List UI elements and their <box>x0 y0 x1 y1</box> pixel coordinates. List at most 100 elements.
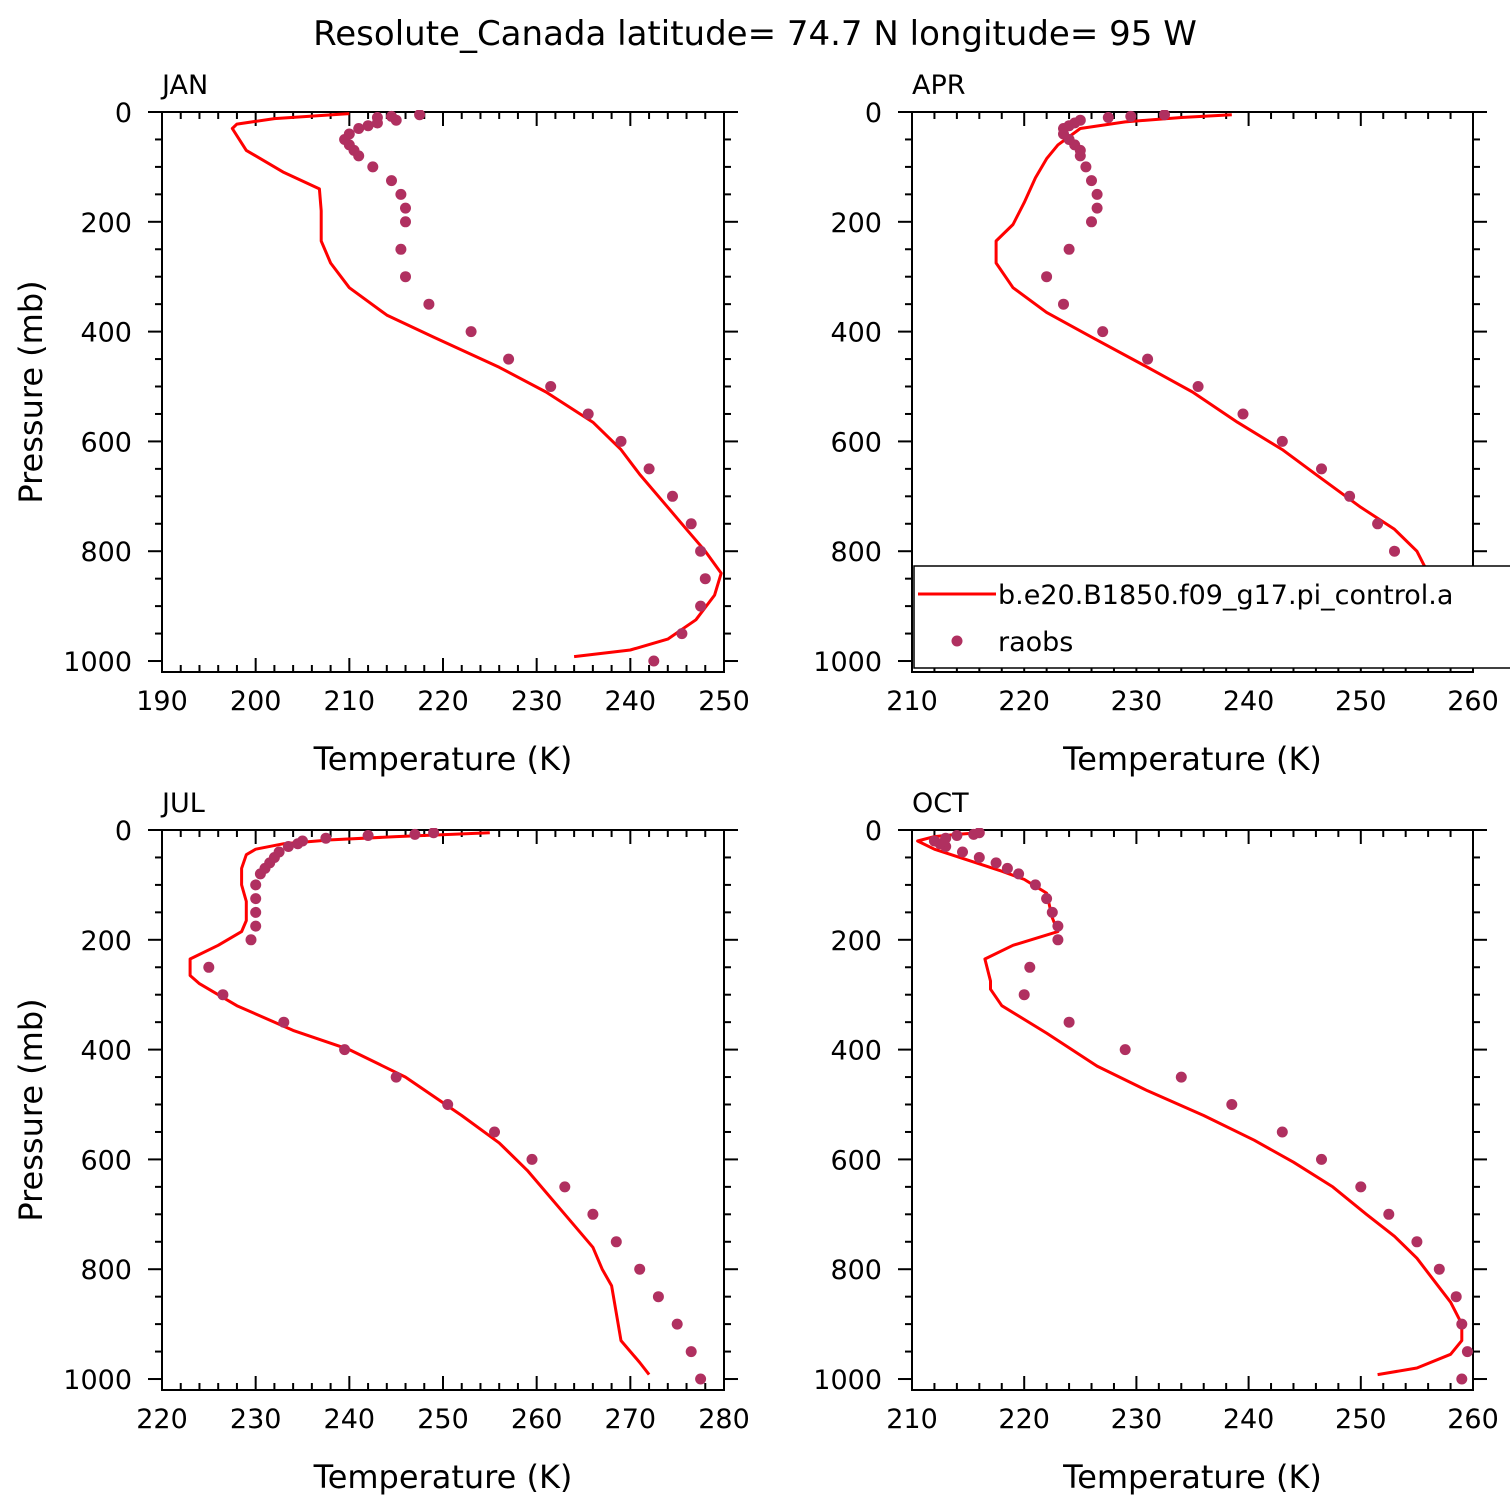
y-tick-label: 200 <box>80 208 132 239</box>
raobs-point <box>1175 1071 1187 1083</box>
raobs-point <box>1316 463 1327 475</box>
raobs-point <box>1013 868 1025 880</box>
raobs-point <box>699 573 711 585</box>
y-tick-label: 0 <box>865 98 882 129</box>
x-tick-label: 200 <box>230 686 282 717</box>
raobs-point <box>610 1236 622 1248</box>
raobs-point <box>1389 545 1400 557</box>
x-tick-label: 220 <box>417 686 469 717</box>
panels: JAN 190 200 210 220 230 240 250 0 200 400 600 800 100… <box>12 70 1499 1496</box>
model-profile-line <box>916 831 1464 1377</box>
x-tick-label: 280 <box>698 1404 750 1435</box>
figure-title: Resolute_Canada latitude= 74.7 N longitu… <box>313 14 1197 54</box>
y-tick-label: 1000 <box>813 1365 882 1396</box>
raobs-point <box>685 518 697 530</box>
panel-jul: JUL 220 230 240 250 260 270 280 0 200 400 600 800 100… <box>12 788 750 1496</box>
x-tick-label: 220 <box>136 1404 188 1435</box>
raobs-point <box>648 655 660 667</box>
plot-frame <box>161 111 725 673</box>
raobs-point <box>1192 381 1204 392</box>
raobs-point <box>1018 989 1030 1001</box>
series-group <box>230 110 723 667</box>
panel-oct: OCT 210 220 230 240 250 260 0 200 400 600 800 1000 Te… <box>813 788 1498 1496</box>
raobs-point <box>1086 216 1097 228</box>
raobs-point <box>957 846 968 858</box>
y-tick-label: 1000 <box>813 647 882 678</box>
raobs-point <box>667 490 678 502</box>
raobs-point <box>362 830 374 841</box>
raobs-point <box>1091 188 1103 200</box>
raobs-point <box>386 110 397 122</box>
raobs-point <box>695 1373 707 1385</box>
x-tick-label: 230 <box>511 686 563 717</box>
x-axis-label: Temperature (K) <box>313 740 573 778</box>
raobs-point <box>273 846 285 858</box>
plot-frame <box>911 829 1474 1391</box>
panel-jan: JAN 190 200 210 220 230 240 250 0 200 400 600 800 100… <box>12 70 750 778</box>
raobs-point <box>353 123 365 134</box>
legend-marker-swatch <box>951 635 963 647</box>
x-tick-label: 250 <box>1335 1404 1387 1435</box>
series-group <box>188 828 707 1385</box>
y-tick-label: 0 <box>865 816 882 847</box>
raobs-point <box>990 857 1002 869</box>
x-tick-label: 230 <box>230 1404 282 1435</box>
raobs-point <box>1355 1181 1367 1193</box>
raobs-point <box>395 243 407 255</box>
x-tick-label: 230 <box>1111 686 1163 717</box>
raobs-point <box>297 835 308 847</box>
y-tick-label: 1000 <box>63 1365 132 1396</box>
raobs-point <box>371 112 383 123</box>
plot-frame <box>911 111 1474 673</box>
raobs-point <box>203 961 215 973</box>
raobs-point <box>1456 1373 1468 1385</box>
x-tick-label: 260 <box>1447 1404 1499 1435</box>
raobs-point <box>1142 353 1154 365</box>
raobs-point <box>250 906 262 918</box>
x-axis-label: Temperature (K) <box>1062 1458 1322 1496</box>
raobs-point <box>928 835 940 847</box>
raobs-point <box>1411 1236 1423 1248</box>
raobs-point <box>695 545 707 557</box>
raobs-point <box>250 879 262 891</box>
y-tick-label: 600 <box>80 1145 132 1176</box>
raobs-point <box>1125 110 1137 122</box>
raobs-point <box>526 1153 538 1165</box>
raobs-point <box>695 600 707 612</box>
raobs-point <box>559 1181 571 1193</box>
raobs-point <box>973 828 985 839</box>
raobs-point <box>1226 1099 1238 1110</box>
raobs-point <box>489 1126 500 1138</box>
raobs-point <box>409 828 421 840</box>
raobs-point <box>1058 298 1069 310</box>
raobs-point <box>1119 1044 1131 1056</box>
raobs-point <box>400 216 411 228</box>
y-tick-label: 0 <box>115 98 132 129</box>
raobs-point <box>320 832 332 844</box>
x-tick-label: 220 <box>998 686 1050 717</box>
raobs-point <box>940 832 952 844</box>
x-tick-label: 240 <box>1223 1404 1275 1435</box>
raobs-point <box>545 381 557 392</box>
x-tick-label: 230 <box>1111 1404 1163 1435</box>
raobs-point <box>1080 161 1092 173</box>
raobs-point <box>1450 1291 1462 1303</box>
legend-label-raobs: raobs <box>998 627 1073 658</box>
raobs-point <box>652 1291 664 1303</box>
panel-label: JUL <box>160 788 205 819</box>
raobs-point <box>1041 271 1053 283</box>
raobs-point <box>1063 1016 1075 1028</box>
raobs-point <box>428 828 440 839</box>
y-tick-label: 200 <box>830 926 882 957</box>
raobs-point <box>503 353 515 365</box>
x-tick-label: 250 <box>417 1404 469 1435</box>
y-tick-label: 1000 <box>63 647 132 678</box>
raobs-point <box>282 841 294 852</box>
x-tick-label: 250 <box>1335 686 1387 717</box>
raobs-point <box>1029 879 1041 891</box>
raobs-point <box>1159 110 1170 121</box>
x-axis-label: Temperature (K) <box>1062 740 1322 778</box>
raobs-point <box>1074 114 1086 126</box>
raobs-point <box>400 271 411 283</box>
y-tick-label: 200 <box>830 208 882 239</box>
